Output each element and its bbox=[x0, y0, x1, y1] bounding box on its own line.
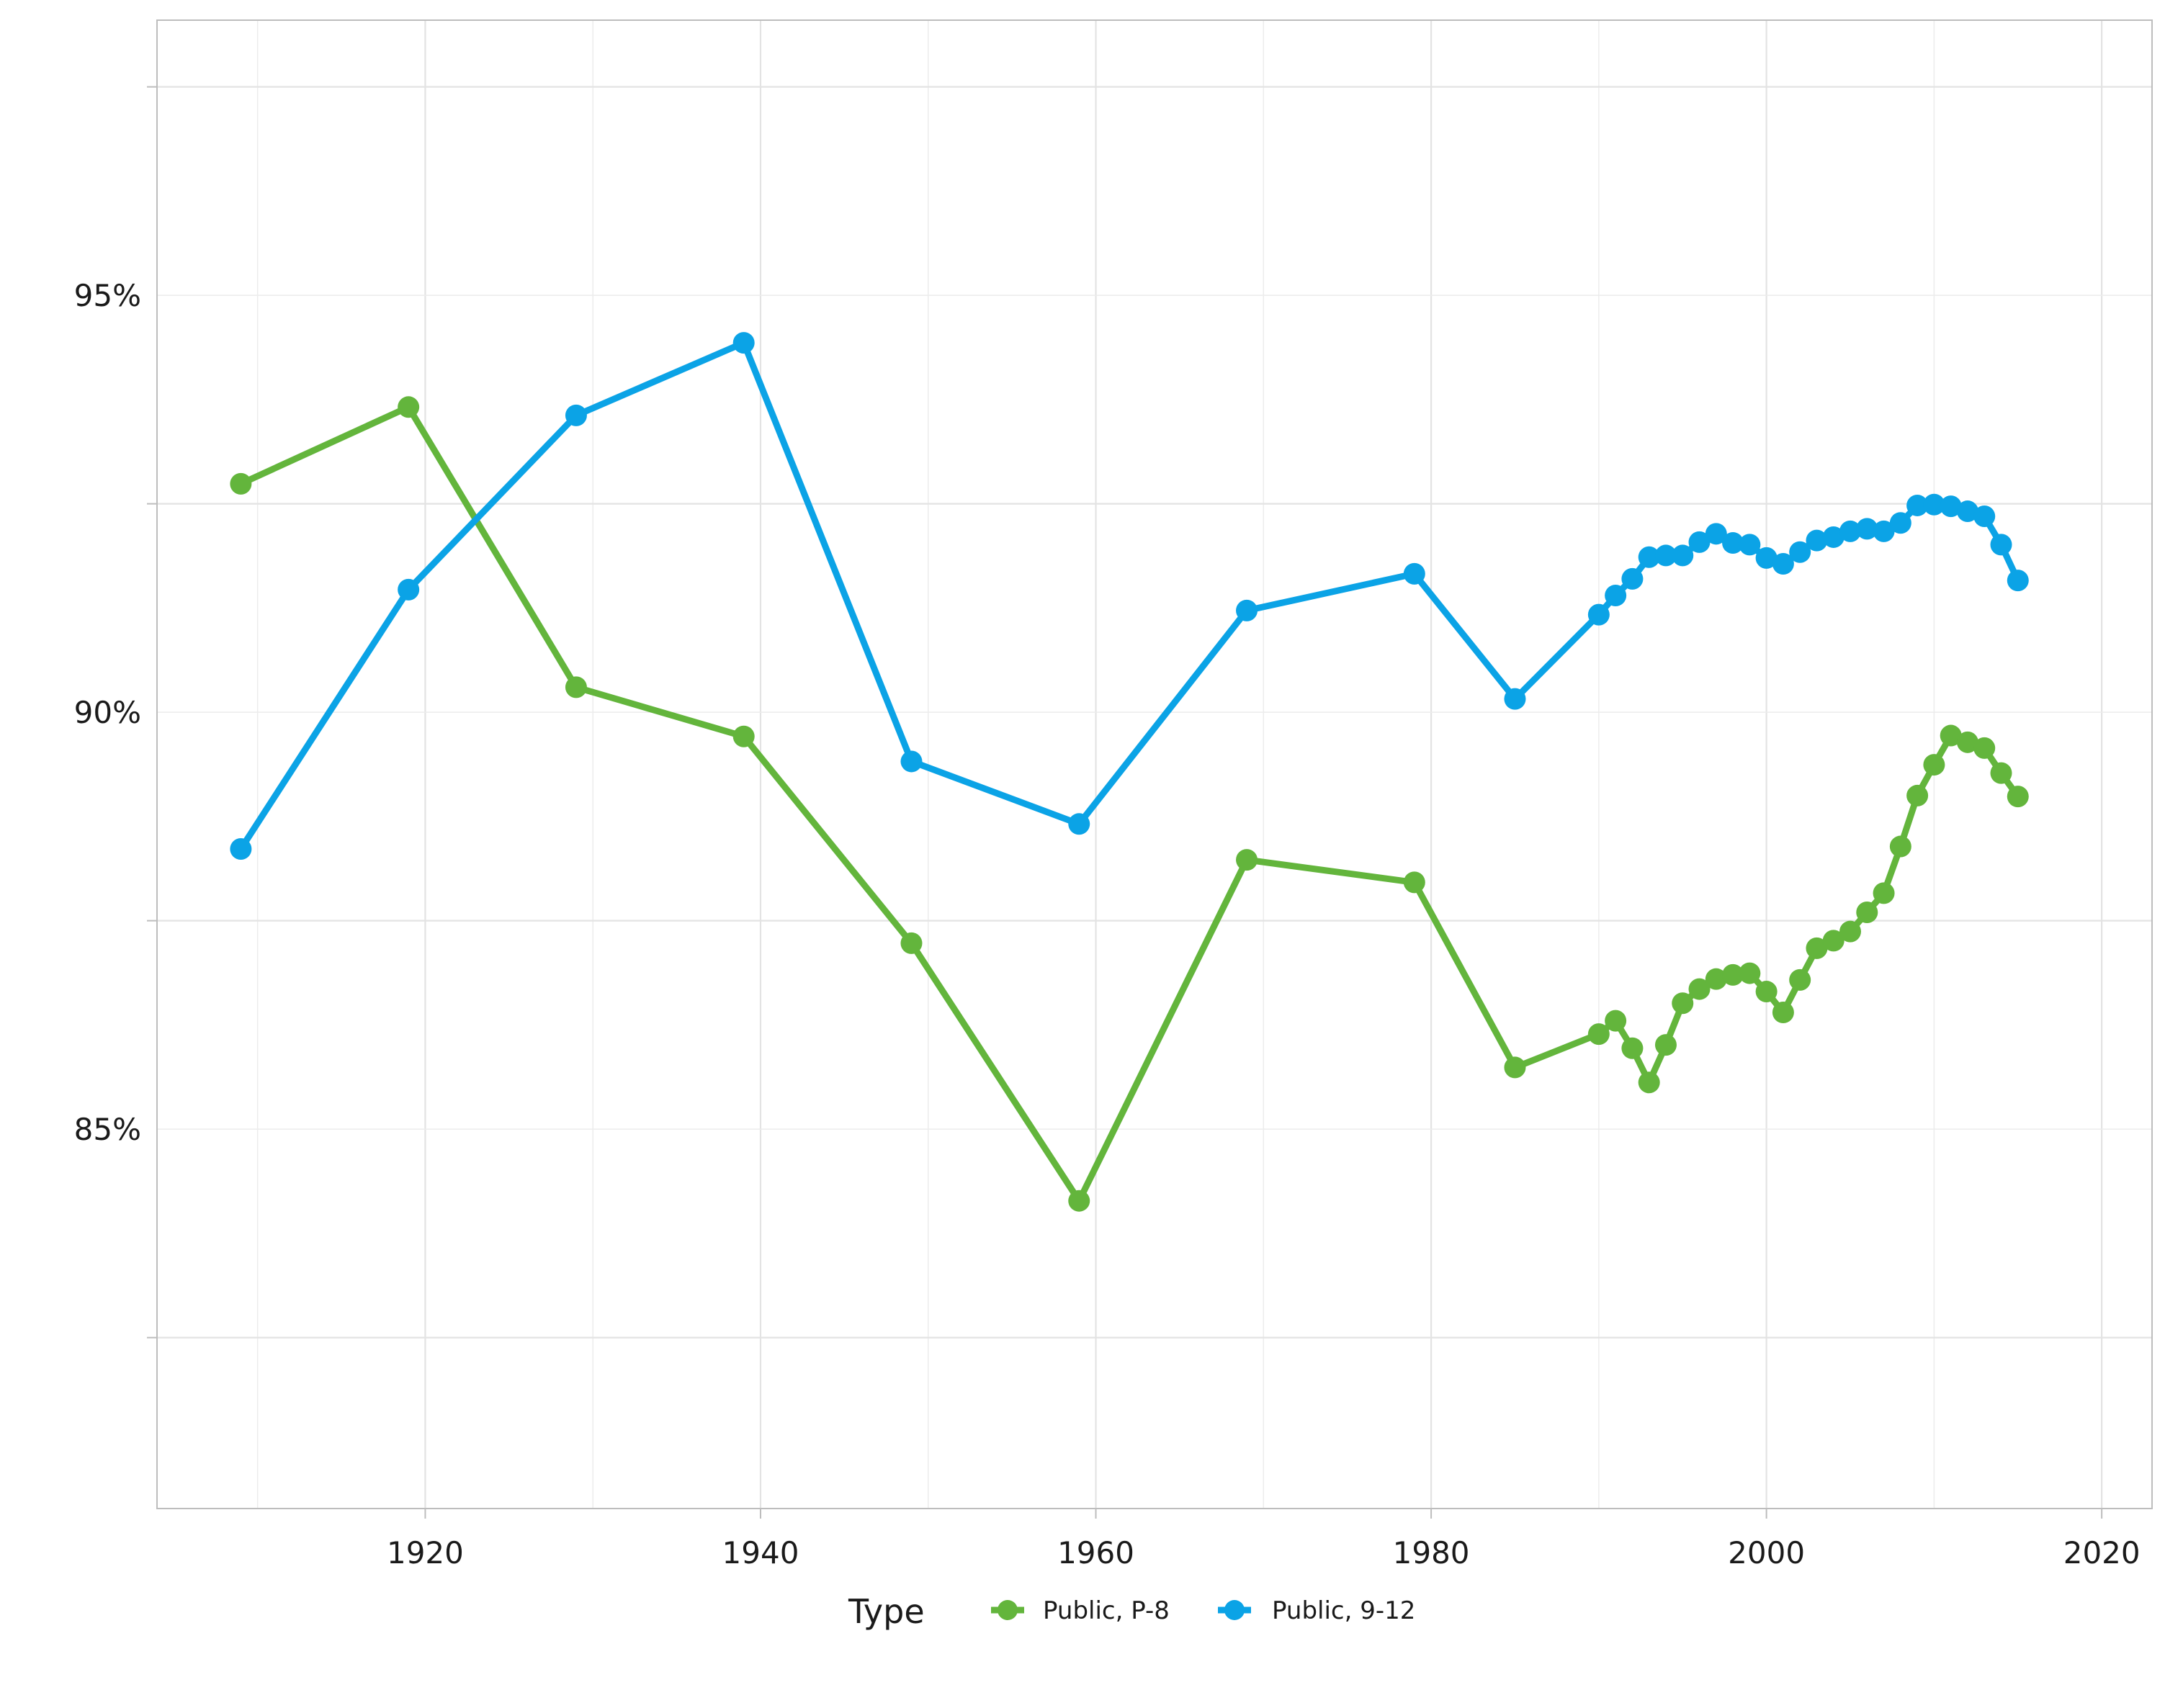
data-point-public-9-12 bbox=[1973, 505, 1996, 527]
data-point-public-9-12 bbox=[1068, 813, 1090, 835]
data-point-public-9-12 bbox=[1672, 544, 1694, 567]
legend-key-public-9-12 bbox=[1218, 1600, 1251, 1620]
data-point-public-p8 bbox=[230, 472, 252, 495]
y-tick-label: 85% bbox=[74, 1112, 141, 1147]
plot-panel-border bbox=[156, 19, 2153, 1509]
data-point-public-p8 bbox=[1839, 920, 1862, 943]
data-point-public-9-12 bbox=[1722, 532, 1744, 554]
legend-key-point bbox=[1224, 1600, 1245, 1620]
data-point-public-p8 bbox=[900, 932, 923, 954]
data-point-public-p8 bbox=[1705, 968, 1727, 990]
data-point-public-9-12 bbox=[1856, 518, 1878, 540]
data-point-public-p8 bbox=[2007, 786, 2029, 808]
data-point-public-p8 bbox=[1621, 1037, 1644, 1059]
data-point-public-9-12 bbox=[1755, 547, 1778, 569]
data-point-public-9-12 bbox=[1923, 493, 1945, 516]
series-layer bbox=[230, 332, 2029, 1212]
x-tick-label: 1940 bbox=[722, 1535, 799, 1570]
legend-label-public-p8: Public, P-8 bbox=[1043, 1596, 1170, 1625]
data-point-public-9-12 bbox=[1839, 520, 1862, 542]
x-tick-label: 1980 bbox=[1393, 1535, 1470, 1570]
data-point-public-p8 bbox=[1789, 968, 1811, 991]
data-point-public-9-12 bbox=[1688, 531, 1711, 553]
legend-key-public-p8 bbox=[991, 1600, 1024, 1620]
data-point-public-p8 bbox=[1772, 1002, 1794, 1023]
data-point-public-9-12 bbox=[732, 332, 755, 354]
data-point-public-p8 bbox=[1822, 930, 1844, 952]
data-point-public-9-12 bbox=[1504, 688, 1526, 710]
data-point-public-9-12 bbox=[1789, 541, 1811, 563]
data-point-public-9-12 bbox=[1654, 544, 1677, 567]
legend: Type Public, P-8 Public, 9-12 bbox=[848, 1592, 1415, 1631]
data-point-public-9-12 bbox=[1638, 546, 1660, 568]
data-point-public-p8 bbox=[1956, 731, 1978, 753]
data-point-public-9-12 bbox=[1806, 529, 1828, 552]
data-point-public-9-12 bbox=[1739, 534, 1761, 556]
data-point-public-p8 bbox=[732, 725, 755, 747]
data-point-public-9-12 bbox=[230, 838, 252, 860]
data-point-public-p8 bbox=[565, 676, 587, 698]
y-tick-label: 90% bbox=[74, 695, 141, 730]
data-point-public-p8 bbox=[1806, 937, 1828, 959]
data-point-public-9-12 bbox=[1940, 495, 1962, 518]
data-point-public-p8 bbox=[1923, 754, 1945, 776]
data-point-public-9-12 bbox=[1906, 494, 1929, 516]
series-public-9-12 bbox=[230, 332, 2029, 860]
x-tick-label: 1960 bbox=[1057, 1535, 1134, 1570]
y-tick-label: 95% bbox=[74, 278, 141, 313]
data-point-public-9-12 bbox=[1587, 603, 1610, 626]
data-point-public-9-12 bbox=[1889, 512, 1911, 534]
data-point-public-9-12 bbox=[1705, 523, 1727, 545]
data-point-public-9-12 bbox=[1956, 500, 1978, 523]
data-point-public-p8 bbox=[1688, 978, 1711, 1000]
data-point-public-p8 bbox=[1654, 1034, 1677, 1056]
data-point-public-9-12 bbox=[1772, 553, 1794, 575]
data-point-public-p8 bbox=[1940, 724, 1962, 747]
data-point-public-p8 bbox=[1990, 762, 2012, 784]
data-point-public-9-12 bbox=[1990, 534, 2012, 556]
legend-key-point bbox=[998, 1600, 1018, 1620]
x-tick-label: 1920 bbox=[387, 1535, 464, 1570]
x-tick-label: 2020 bbox=[2063, 1535, 2141, 1570]
major-gridlines bbox=[157, 20, 2152, 1509]
data-point-public-9-12 bbox=[1873, 520, 1895, 542]
x-tick-label: 2000 bbox=[1728, 1535, 1805, 1570]
data-point-public-p8 bbox=[1605, 1010, 1627, 1032]
data-point-public-9-12 bbox=[2007, 570, 2029, 592]
data-point-public-p8 bbox=[1504, 1056, 1526, 1079]
data-point-public-p8 bbox=[398, 396, 420, 418]
data-point-public-p8 bbox=[1587, 1023, 1610, 1046]
data-point-public-9-12 bbox=[398, 578, 420, 601]
data-point-public-9-12 bbox=[1822, 526, 1844, 548]
data-point-public-9-12 bbox=[1605, 585, 1627, 607]
y-axis-tick-labels: 85% 90% 95% bbox=[74, 278, 141, 1147]
x-axis-tick-labels: 1920 1940 1960 1980 2000 2020 bbox=[387, 1535, 2141, 1570]
legend-label-public-9-12: Public, 9-12 bbox=[1272, 1596, 1415, 1625]
data-point-public-p8 bbox=[1889, 835, 1911, 858]
data-point-public-9-12 bbox=[1236, 599, 1258, 621]
data-point-public-p8 bbox=[1068, 1190, 1090, 1212]
data-point-public-p8 bbox=[1755, 981, 1778, 1003]
data-point-public-9-12 bbox=[565, 404, 587, 426]
series-public-p8 bbox=[230, 396, 2029, 1212]
data-point-public-p8 bbox=[1973, 737, 1996, 759]
data-point-public-9-12 bbox=[900, 750, 923, 773]
data-point-public-p8 bbox=[1638, 1071, 1660, 1094]
data-point-public-p8 bbox=[1856, 902, 1878, 924]
data-point-public-9-12 bbox=[1403, 562, 1425, 585]
data-point-public-p8 bbox=[1403, 871, 1425, 894]
data-point-public-p8 bbox=[1722, 963, 1744, 986]
data-point-public-p8 bbox=[1739, 962, 1761, 984]
legend-title: Type bbox=[848, 1592, 925, 1631]
data-point-public-p8 bbox=[1906, 784, 1929, 806]
data-point-public-9-12 bbox=[1621, 567, 1644, 590]
data-point-public-p8 bbox=[1236, 849, 1258, 871]
axis-ticks bbox=[147, 86, 2103, 1519]
data-point-public-p8 bbox=[1873, 882, 1895, 904]
data-point-public-p8 bbox=[1672, 992, 1694, 1015]
